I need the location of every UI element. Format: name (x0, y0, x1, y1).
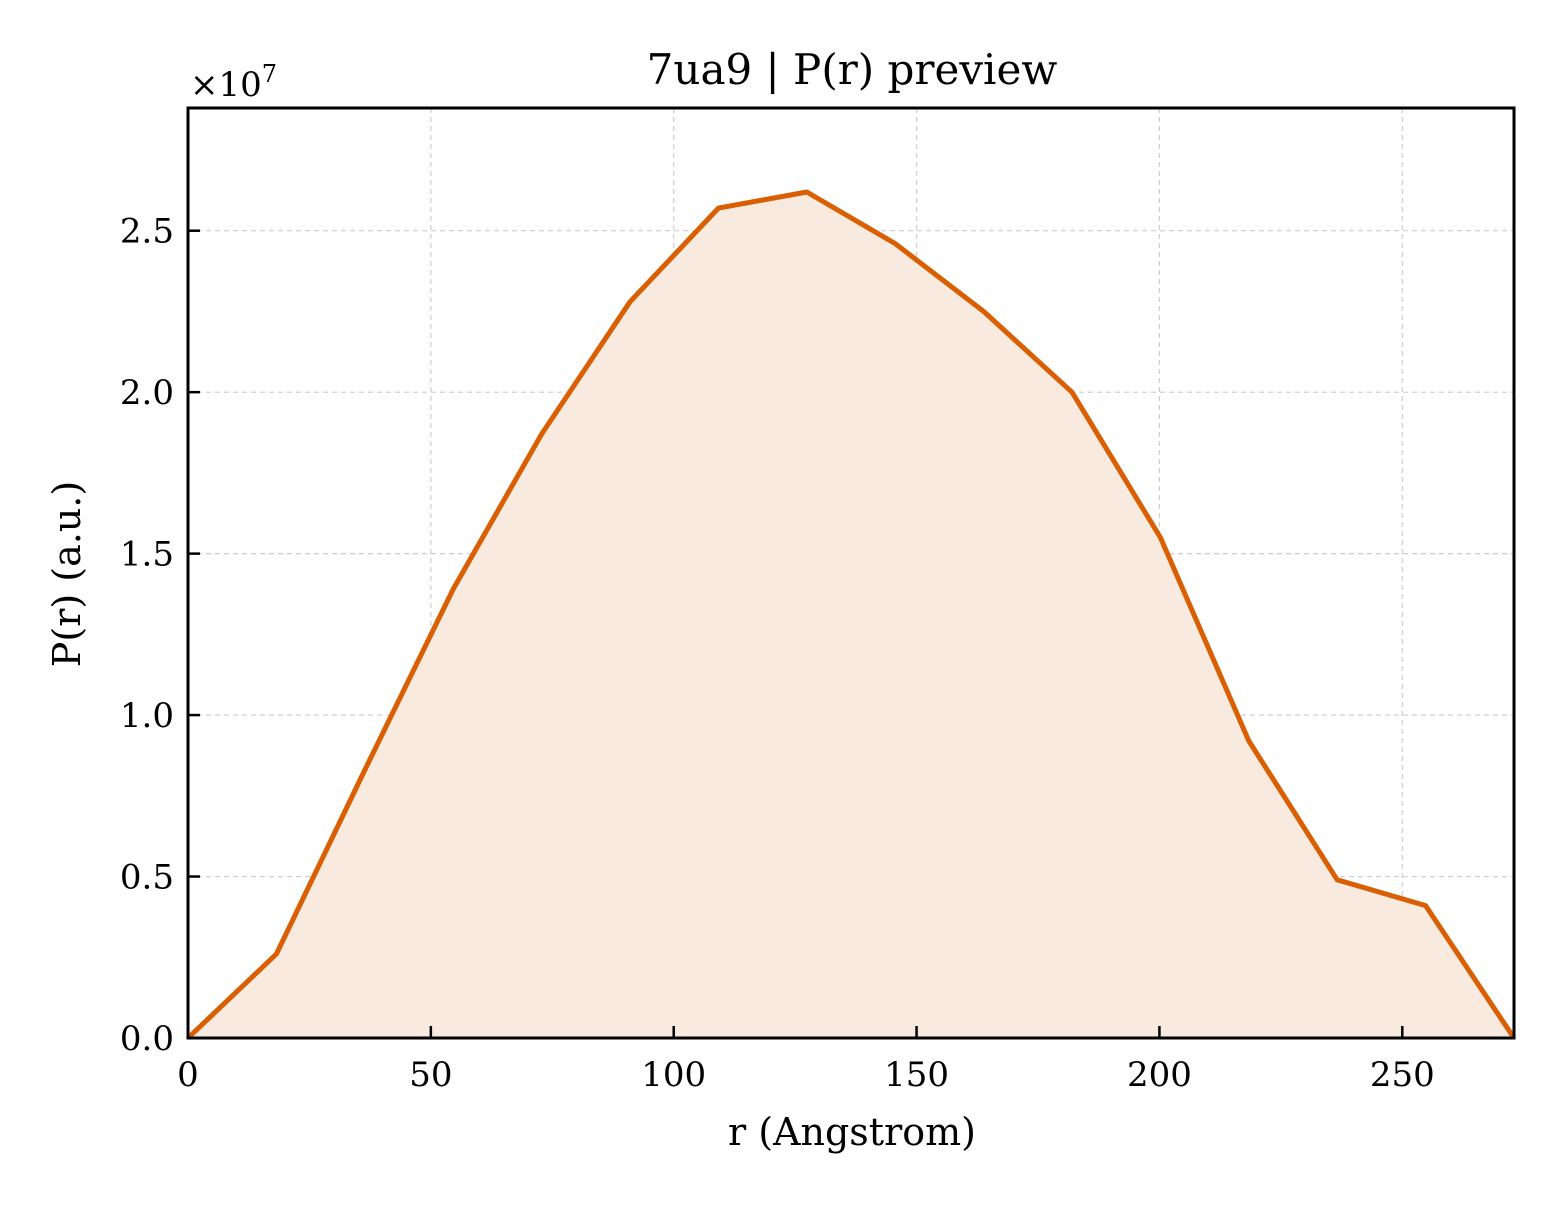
x-axis-label: r (Angstrom) (728, 1110, 976, 1154)
pr-data-point (717, 207, 720, 209)
pr-data-point (452, 588, 455, 590)
pr-data-point (982, 310, 985, 313)
x-tick-label: 200 (1127, 1055, 1192, 1095)
pr-data-point (1336, 879, 1338, 881)
y-tick-label: 1.0 (120, 696, 174, 736)
y-tick-label: 0.0 (120, 1019, 174, 1059)
pr-data-point (894, 242, 896, 245)
pr-area-fill (188, 192, 1514, 1038)
chart-title: 7ua9 | P(r) preview (647, 45, 1058, 94)
y-tick-label: 2.0 (120, 373, 174, 413)
tick-layer: 0 50 100 150 200 250 0.0 0.5 1.0 1.5 2.0 2.5 (120, 212, 1435, 1095)
plot-frame (186, 106, 1516, 1040)
pr-data-point (1159, 536, 1162, 539)
y-offset-exponent: 7 (262, 60, 277, 88)
y-tick-label: 1.5 (120, 535, 174, 575)
y-tick-label: 2.5 (120, 212, 174, 252)
pr-data-point (806, 191, 808, 193)
x-tick-label: 100 (641, 1055, 706, 1095)
pr-data-point (629, 301, 631, 303)
pr-data-point (275, 953, 278, 955)
pr-data-point (364, 769, 366, 771)
y-offset-base: ×10 (190, 65, 262, 105)
x-tick-label: 150 (884, 1055, 949, 1095)
x-tick-label: 50 (409, 1055, 452, 1095)
y-tick-label: 0.5 (120, 858, 174, 898)
pr-data-point (1248, 740, 1250, 742)
x-tick-label: 0 (177, 1055, 199, 1095)
pr-data-point (1424, 904, 1427, 907)
pr-series-line (186, 189, 1517, 1040)
pr-data-point (540, 433, 543, 435)
y-offset-label: ×107 (190, 60, 277, 105)
pr-data-point (1071, 391, 1073, 394)
y-axis-label: P(r) (a.u.) (45, 481, 89, 667)
series-layer (186, 189, 1517, 1040)
x-tick-label: 250 (1370, 1055, 1435, 1095)
